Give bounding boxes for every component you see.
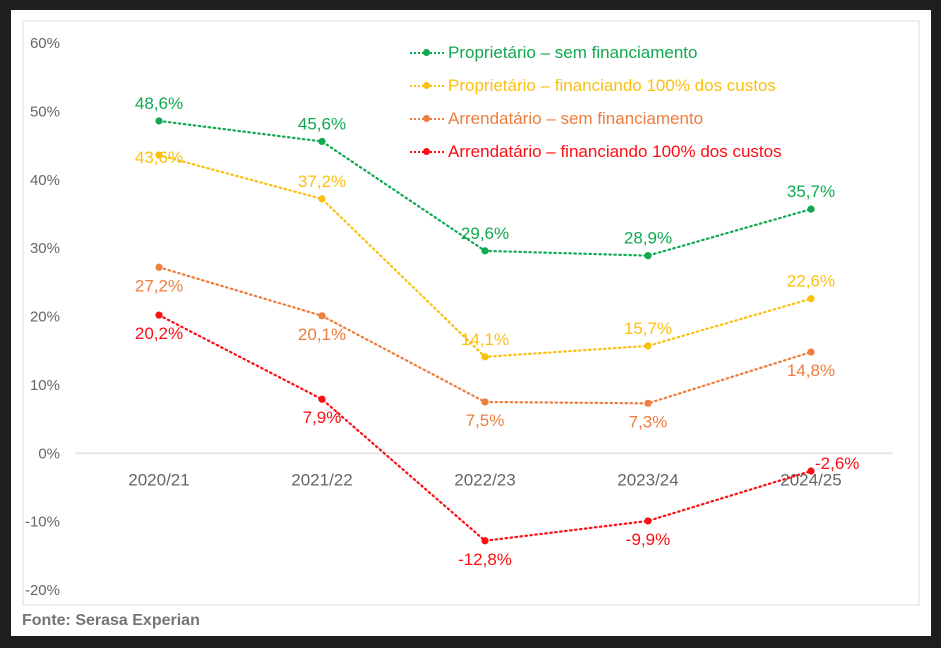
data-label: 29,6% [461, 224, 509, 243]
data-point[interactable] [155, 117, 163, 125]
y-tick-label: -10% [25, 514, 60, 531]
data-point[interactable] [155, 151, 163, 159]
data-label: -2,6% [815, 454, 859, 473]
y-tick-label: 50% [30, 103, 60, 120]
data-label: 7,3% [629, 412, 668, 431]
data-label: 7,5% [466, 411, 505, 430]
y-tick-label: 10% [30, 377, 60, 394]
legend-label: Proprietário – sem financiamento [448, 42, 698, 62]
data-label: 7,9% [303, 408, 342, 427]
data-label: -9,9% [626, 530, 670, 549]
x-tick-label: 2020/21 [128, 470, 189, 489]
x-tick-label: 2023/24 [617, 470, 678, 489]
data-label: 35,7% [787, 182, 835, 201]
legend-item-proprietario-sem-financiamento[interactable]: Proprietário – sem financiamento [410, 36, 782, 69]
data-label: 45,6% [298, 114, 346, 133]
data-point[interactable] [644, 342, 652, 350]
legend-label: Arrendatário – financiando 100% dos cust… [448, 141, 782, 161]
legend: Proprietário – sem financiamento Proprie… [410, 36, 782, 168]
legend-label: Arrendatário – sem financiamento [448, 108, 704, 128]
x-tick-label: 2024/25 [780, 470, 841, 489]
data-point[interactable] [155, 311, 163, 319]
data-label: 20,1% [298, 325, 346, 344]
legend-line-marker-icon [410, 48, 444, 58]
data-label: 37,2% [298, 172, 346, 191]
data-point[interactable] [481, 247, 489, 255]
data-point[interactable] [318, 395, 326, 403]
data-point[interactable] [318, 195, 326, 203]
series-line [157, 154, 813, 358]
data-label: 28,9% [624, 229, 672, 248]
source-note: Fonte: Serasa Experian [22, 612, 200, 629]
legend-line-marker-icon [410, 147, 444, 157]
data-point[interactable] [644, 399, 652, 407]
y-tick-label: 0% [38, 445, 60, 462]
data-label: 15,7% [624, 319, 672, 338]
data-label: 27,2% [135, 276, 183, 295]
legend-item-arrendatario-sem-financiamento[interactable]: Arrendatário – sem financiamento [410, 102, 782, 135]
y-tick-label: -20% [25, 582, 60, 599]
legend-label: Proprietário – financiando 100% dos cust… [448, 75, 776, 95]
data-point[interactable] [807, 467, 815, 475]
data-point[interactable] [807, 348, 815, 356]
data-point[interactable] [318, 312, 326, 320]
legend-line-marker-icon [410, 81, 444, 91]
data-point[interactable] [155, 263, 163, 271]
series-1 [155, 151, 815, 361]
y-tick-label: 40% [30, 172, 60, 189]
legend-item-proprietario-financiando[interactable]: Proprietário – financiando 100% dos cust… [410, 69, 782, 102]
y-tick-label: 60% [30, 35, 60, 52]
data-point[interactable] [481, 398, 489, 406]
data-label: -12,8% [458, 550, 512, 569]
data-label: 14,8% [787, 361, 835, 380]
data-point[interactable] [644, 252, 652, 260]
legend-item-arrendatario-financiando[interactable]: Arrendatário – financiando 100% dos cust… [410, 135, 782, 168]
data-label: 43,6% [135, 148, 183, 167]
data-label: 14,1% [461, 330, 509, 349]
legend-line-marker-icon [410, 114, 444, 124]
y-tick-label: 30% [30, 240, 60, 257]
data-labels: 48,6% 45,6% 29,6% 28,9% 35,7% 43,6% 37,2% 14,1%… [135, 94, 860, 569]
data-label: 48,6% [135, 94, 183, 113]
chart-frame [22, 20, 920, 606]
series-0 [155, 117, 815, 260]
data-point[interactable] [318, 137, 326, 146]
series-3 [155, 311, 815, 545]
series-2 [155, 263, 815, 407]
x-tick-label: 2021/22 [291, 470, 352, 489]
data-point[interactable] [807, 295, 815, 303]
data-point[interactable] [644, 517, 652, 525]
data-point[interactable] [481, 353, 489, 361]
y-axis: 60% 50% 40% 30% 20% 10% 0% -10% -20% [25, 35, 60, 599]
series-group [155, 117, 815, 545]
data-label: 22,6% [787, 272, 835, 291]
chart-card [11, 10, 931, 636]
data-label: 20,2% [135, 324, 183, 343]
x-axis: 2020/21 2021/22 2022/23 2023/24 2024/25 [128, 470, 841, 489]
data-point[interactable] [481, 537, 489, 545]
data-point[interactable] [807, 205, 815, 213]
y-tick-label: 20% [30, 309, 60, 326]
x-tick-label: 2022/23 [454, 470, 515, 489]
